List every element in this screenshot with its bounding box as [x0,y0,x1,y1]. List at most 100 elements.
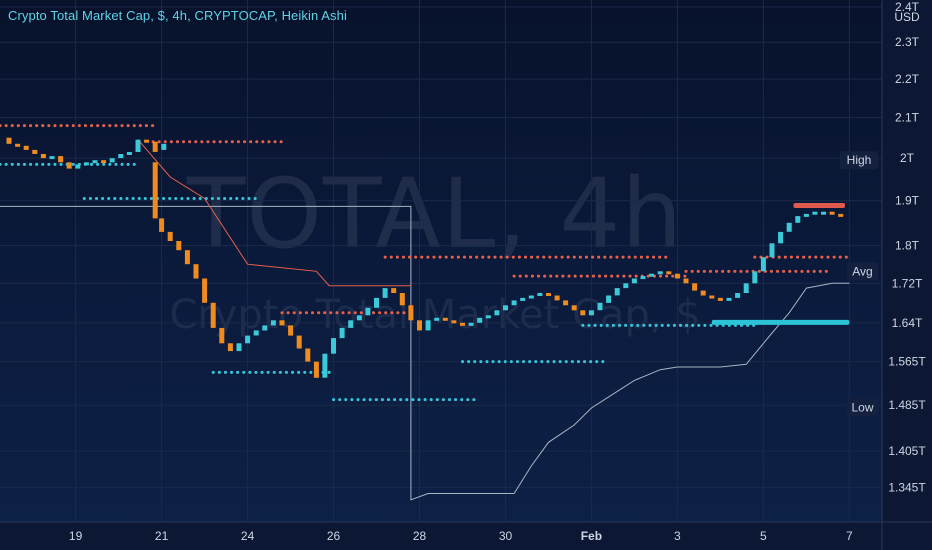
candle [245,335,251,344]
y-tick-label: 2T [900,151,915,165]
candle [700,290,706,296]
candle [580,310,586,316]
candle [537,293,543,296]
candle [451,320,457,324]
candle [253,330,259,336]
candle [348,320,354,328]
candle [614,288,620,296]
candle [546,293,551,296]
candle [399,293,405,306]
watermark-sub: Crypto Total Market Cap, $ [169,292,701,338]
candle [692,283,698,291]
watermark-main: TOTAL, 4h [186,158,684,270]
candle [296,335,302,349]
candle [109,158,115,163]
candle [176,241,182,251]
candle [167,231,173,241]
candle [760,257,766,272]
candle [227,343,233,352]
y-tick-label: 1.485T [888,398,926,412]
annotation-low-label: Low [851,400,873,414]
annotation-tag-bg [847,398,878,417]
y-tick-label: 2.3T [895,35,920,49]
candle [374,297,379,308]
candle [786,222,792,232]
x-tick-label: 5 [760,529,767,543]
candle [442,317,448,321]
candle [193,264,199,279]
candle [666,271,672,275]
candle [331,338,336,354]
candle [322,353,328,378]
candle [118,154,124,159]
candle [15,143,21,147]
candle [356,315,362,321]
y-axis-panel [882,0,932,550]
candle [365,307,371,316]
y-tick-label: 1.405T [888,444,926,458]
candle [709,295,715,299]
x-tick-label: 7 [846,529,853,543]
candle [135,139,141,152]
upper-line [137,139,411,287]
candle [184,250,190,265]
candle [571,305,577,311]
candle [563,300,569,306]
candle [270,320,276,326]
y-tick-label: 2.2T [895,72,920,86]
candle [735,293,741,298]
candle [152,141,158,152]
candle [391,288,397,293]
candle [434,317,440,321]
candle [161,143,167,150]
candle [683,278,689,284]
candle [778,231,784,244]
candle [305,348,311,362]
annotation-tag-bg [840,151,878,170]
y-tick-label: 2.1T [895,111,920,125]
candle [152,162,158,219]
candle [425,320,431,331]
candle [6,137,12,144]
x-tick-label: 30 [499,529,513,543]
x-tick-label: Feb [581,529,602,543]
candle [417,320,422,331]
candle [674,273,680,279]
candle [40,154,46,159]
candle [752,271,758,284]
candle [477,317,483,323]
x-tick-label: 3 [674,529,681,543]
candle [382,288,388,298]
candle [262,325,268,331]
candle [23,145,29,150]
y-tick-label: 1.72T [892,276,923,290]
candle [838,213,844,217]
candle [588,310,594,316]
candle [623,283,629,289]
candle [66,162,72,169]
candle [803,213,809,217]
candle [743,283,749,293]
y-tick-label: 1.565T [888,355,926,369]
lower-line [0,205,850,501]
candle [503,305,508,311]
candle [812,211,818,215]
candle [32,149,38,154]
candle [717,297,723,301]
y-axis-unit-label: USD [894,10,920,24]
candle [49,156,55,160]
candle [313,361,319,378]
candle [829,211,835,215]
candle [159,218,165,232]
candle [279,320,285,326]
candle [528,295,534,299]
candle [92,160,98,164]
candle [202,278,208,303]
candle [75,164,81,169]
candle [83,162,89,166]
x-tick-label: 26 [327,529,341,543]
y-tick-label: 1.345T [888,480,926,494]
candle [657,271,663,275]
annotation-high-label: High [847,153,872,167]
